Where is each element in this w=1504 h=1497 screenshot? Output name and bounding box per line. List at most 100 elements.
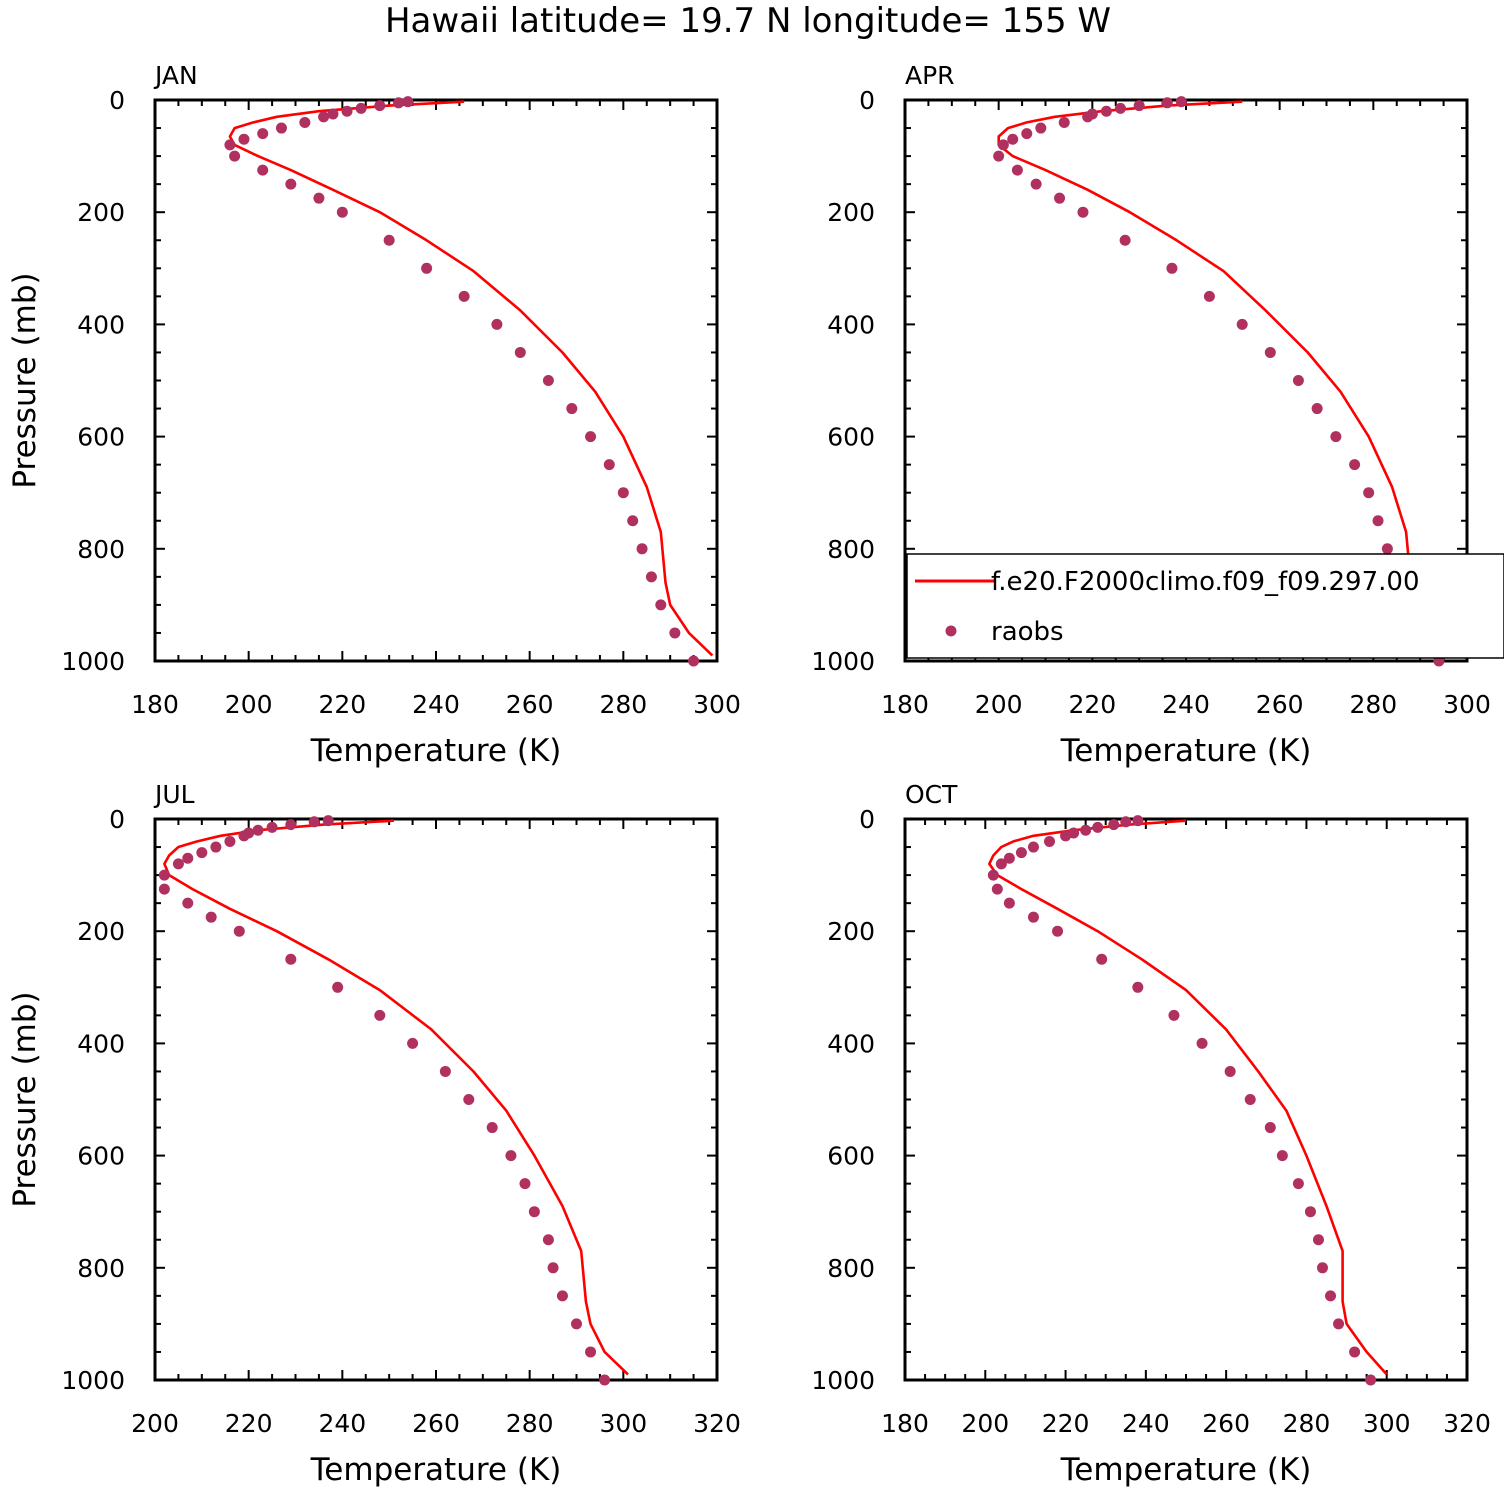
- plot-frame: [153, 817, 719, 1382]
- raobs-point: [1077, 206, 1089, 218]
- y-tick-label: 600: [77, 1142, 125, 1171]
- x-tick-label: 220: [1042, 1409, 1090, 1438]
- raobs-point: [266, 821, 278, 833]
- raobs-point: [1052, 925, 1064, 937]
- model-line: [228, 100, 714, 657]
- y-tick-label: 0: [859, 86, 875, 115]
- x-tick-label: 200: [975, 690, 1023, 719]
- raobs-point: [514, 346, 526, 358]
- x-tick-label: 180: [881, 690, 929, 719]
- x-tick-label: 180: [881, 1409, 929, 1438]
- x-tick-label: 180: [131, 690, 179, 719]
- x-tick-label: 260: [412, 1409, 460, 1438]
- raobs-point: [1007, 133, 1019, 145]
- raobs-point: [519, 1178, 531, 1190]
- raobs-point: [987, 869, 999, 881]
- panel-jul: JUL 200 220 240 260 280 300 320 0 200 400 600 800 100…: [7, 780, 741, 1488]
- y-tick-label: 200: [77, 917, 125, 946]
- raobs-point: [566, 403, 578, 415]
- legend-box: [906, 553, 1504, 659]
- y-tick-label: 1000: [61, 647, 125, 676]
- panel-label: JAN: [153, 61, 198, 90]
- raobs-point: [1132, 981, 1144, 993]
- raobs-point: [355, 102, 367, 114]
- figure-title: Hawaii latitude= 19.7 N longitude= 155 W: [385, 1, 1111, 41]
- raobs-point: [1381, 543, 1393, 555]
- raobs-point: [322, 815, 334, 827]
- y-tick-label: 1000: [811, 647, 875, 676]
- x-tick-label: 280: [1349, 690, 1397, 719]
- raobs-point: [336, 206, 348, 218]
- raobs-point: [257, 128, 269, 140]
- raobs-point: [1312, 1234, 1324, 1246]
- y-tick-label: 600: [827, 423, 875, 452]
- panel-apr: APR 180 200 220 240 260 280 300 0 200 400 600 800 100…: [811, 61, 1490, 769]
- x-tick-label: 280: [1283, 1409, 1331, 1438]
- y-tick-label: 200: [827, 198, 875, 227]
- model-line: [163, 819, 629, 1376]
- y-tick-label: 0: [109, 86, 125, 115]
- raobs-point: [995, 858, 1007, 870]
- raobs-point: [997, 139, 1009, 151]
- raobs-point: [1175, 96, 1187, 108]
- raobs-point: [1224, 1065, 1236, 1077]
- raobs-point: [1108, 819, 1120, 831]
- x-tick-label: 260: [1202, 1409, 1250, 1438]
- raobs-point: [1292, 1178, 1304, 1190]
- raobs-point: [313, 192, 325, 204]
- y-tick-label: 1000: [811, 1366, 875, 1395]
- x-tick-label: 300: [1363, 1409, 1411, 1438]
- raobs-point: [491, 318, 503, 330]
- raobs-point: [318, 111, 330, 123]
- raobs-point: [252, 824, 264, 836]
- raobs-point: [1363, 487, 1375, 499]
- model-line: [987, 819, 1388, 1376]
- raobs-point: [993, 150, 1005, 162]
- panel-label: APR: [905, 61, 955, 90]
- y-tick-label: 1000: [61, 1366, 125, 1395]
- raobs-point: [1011, 164, 1023, 176]
- raobs-point: [603, 459, 615, 471]
- panel-jan: JAN 180 200 220 240 260 280 300 0 200 400 600 800 100…: [7, 61, 741, 769]
- raobs-point: [374, 1009, 386, 1021]
- x-tick-label: 240: [1122, 1409, 1170, 1438]
- raobs-point: [421, 262, 433, 274]
- raobs-point: [205, 911, 217, 923]
- raobs-point: [182, 852, 194, 864]
- raobs-point: [1015, 847, 1027, 859]
- raobs-point: [224, 139, 236, 151]
- raobs-point: [991, 883, 1003, 895]
- raobs-point: [1030, 178, 1042, 190]
- raobs-point: [158, 883, 170, 895]
- y-tick-label: 800: [77, 1254, 125, 1283]
- raobs-point: [1244, 1094, 1256, 1105]
- raobs-point: [505, 1150, 517, 1162]
- raobs-point: [1333, 1318, 1345, 1330]
- raobs-point: [585, 1346, 597, 1358]
- y-tick-label: 200: [827, 917, 875, 946]
- x-tick-label: 220: [1068, 690, 1116, 719]
- raobs-point: [407, 1037, 419, 1049]
- raobs-point: [1330, 431, 1342, 443]
- x-axis-title: Temperature (K): [1060, 733, 1312, 769]
- raobs-point: [1133, 100, 1145, 112]
- raobs-point: [1168, 1009, 1180, 1021]
- raobs-point: [688, 655, 700, 667]
- raobs-point: [233, 925, 245, 937]
- raobs-point: [1027, 841, 1039, 853]
- x-tick-label: 300: [599, 1409, 647, 1438]
- raobs-point: [1264, 1122, 1276, 1134]
- raobs-point: [486, 1122, 498, 1134]
- raobs-point: [547, 1262, 559, 1274]
- raobs-point: [458, 290, 470, 302]
- x-tick-label: 240: [318, 1409, 366, 1438]
- raobs-point: [1054, 192, 1066, 204]
- y-tick-label: 400: [827, 1029, 875, 1058]
- x-tick-label: 260: [1256, 690, 1304, 719]
- raobs-point: [645, 571, 657, 583]
- raobs-point: [257, 164, 269, 176]
- legend-label: raobs: [991, 617, 1064, 647]
- raobs-point: [1203, 290, 1215, 302]
- x-tick-label: 280: [599, 690, 647, 719]
